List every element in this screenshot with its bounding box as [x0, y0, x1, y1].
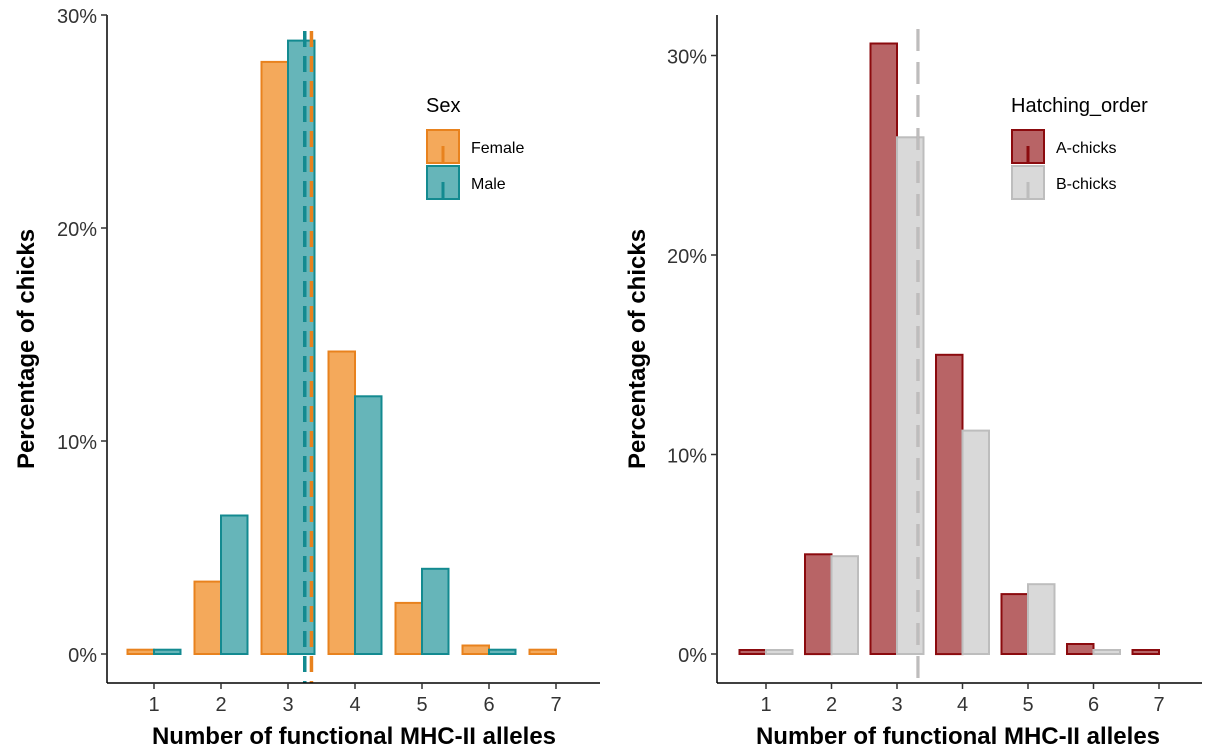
bar-a-chicks-4 [935, 353, 964, 656]
bar-b-chicks-1 [765, 649, 794, 655]
legend-label-male: Male [471, 176, 506, 193]
legend-label-female: Female [471, 140, 524, 157]
x-tick-label: 2 [215, 694, 226, 716]
x-tick-label: 5 [416, 694, 427, 716]
x-tick-label: 4 [349, 694, 360, 716]
x-tick-label: 1 [760, 694, 771, 716]
x-tick-label: 6 [483, 694, 494, 716]
legend-title: Hatching_order [1011, 95, 1148, 117]
bar-a-chicks-3 [869, 42, 898, 655]
legend-title: Sex [426, 95, 460, 117]
legend: Sex Female Male [426, 95, 524, 200]
bar-b-chicks-6 [1092, 649, 1121, 655]
x-tick-label: 7 [550, 694, 561, 716]
chart-panel-1: 0% 10% 20% 30% 1 2 3 4 5 6 7 Number of functional M… [13, 6, 600, 750]
x-tick-label: 6 [1088, 694, 1099, 716]
bar-a-chicks-1 [738, 649, 767, 655]
y-tick-label: 30% [667, 47, 707, 69]
bar-female-7 [528, 648, 557, 656]
bar-a-chicks-6 [1066, 643, 1095, 655]
x-axis-title: Number of functional MHC-II alleles [152, 723, 556, 750]
y-tick-label: 0% [678, 645, 707, 667]
y-axis-title: Percentage of chicks [624, 229, 651, 469]
bar-female-6 [461, 644, 490, 655]
x-tick-label: 3 [282, 694, 293, 716]
bar-a-chicks-5 [1000, 593, 1029, 655]
y-tick-label: 20% [57, 219, 97, 241]
bar-b-chicks-3 [896, 136, 925, 656]
x-tick-label: 5 [1022, 694, 1033, 716]
y-axis-title: Percentage of chicks [13, 229, 40, 469]
bar-a-chicks-2 [804, 553, 833, 656]
x-axis-title: Number of functional MHC-II alleles [756, 723, 1160, 750]
x-tick-label: 3 [891, 694, 902, 716]
bar-b-chicks-2 [830, 555, 859, 656]
legend-label-b-chicks: B-chicks [1056, 176, 1116, 193]
y-tick-label: 0% [68, 645, 97, 667]
bars [126, 39, 557, 656]
bar-a-chicks-7 [1131, 649, 1160, 655]
y-tick-label: 30% [57, 6, 97, 28]
bar-female-2 [193, 580, 222, 655]
x-tick-label: 2 [826, 694, 837, 716]
bar-male-1 [153, 648, 182, 656]
x-tick-label: 7 [1153, 694, 1164, 716]
bar-male-5 [421, 567, 450, 655]
bar-male-2 [220, 514, 249, 655]
x-tick-label: 4 [957, 694, 968, 716]
y-tick-label: 10% [57, 432, 97, 454]
y-tick-label: 20% [667, 246, 707, 268]
x-tick-label: 1 [148, 694, 159, 716]
bar-female-5 [394, 601, 423, 656]
legend: Hatching_order A-chicks B-chicks [1011, 95, 1148, 200]
bar-male-6 [488, 648, 517, 656]
bar-female-4 [327, 350, 356, 655]
legend-label-a-chicks: A-chicks [1056, 140, 1116, 157]
bar-female-1 [126, 648, 155, 656]
bar-female-3 [260, 60, 289, 655]
y-tick-label: 10% [667, 446, 707, 468]
chart-panel-2: 0% 10% 20% 30% 1 2 3 4 5 6 7 Number of functional M… [624, 15, 1202, 750]
bar-b-chicks-5 [1027, 583, 1056, 656]
bar-b-chicks-4 [961, 429, 990, 655]
bar-male-4 [354, 395, 383, 655]
bars [738, 42, 1160, 656]
